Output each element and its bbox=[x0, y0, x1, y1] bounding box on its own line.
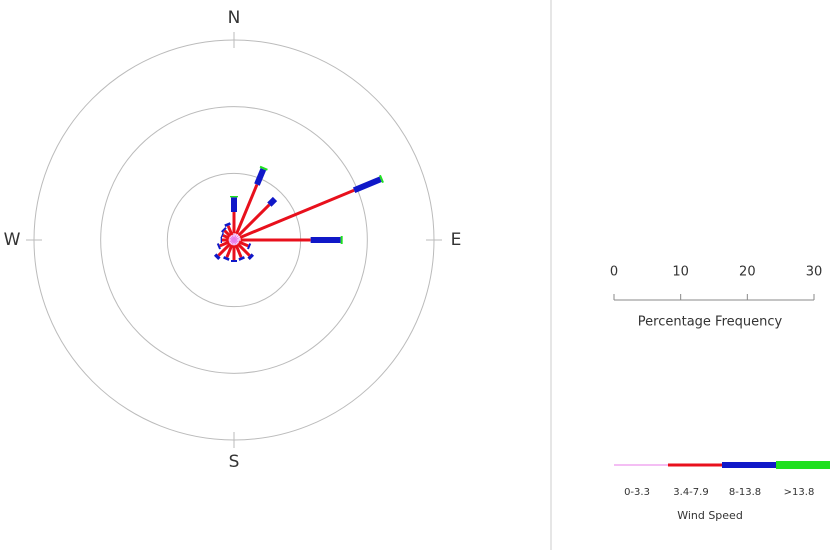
wind-segment bbox=[217, 242, 232, 257]
wind-segment bbox=[223, 256, 230, 261]
wind-segment bbox=[226, 225, 234, 236]
wind-segment bbox=[239, 188, 355, 239]
legend-swatch bbox=[776, 461, 830, 469]
wind-segment bbox=[267, 196, 278, 207]
wind-segment bbox=[247, 253, 255, 261]
grid-ring bbox=[100, 106, 368, 374]
wind-segment bbox=[237, 203, 271, 237]
scale-tick-label: 0 bbox=[610, 265, 618, 280]
wind-segment bbox=[213, 253, 221, 261]
wind-segment bbox=[236, 242, 251, 257]
scale-tick-label: 10 bbox=[672, 265, 689, 280]
wind-segment bbox=[235, 183, 259, 235]
wind-segment bbox=[238, 256, 245, 261]
wind-segment bbox=[223, 229, 232, 238]
wind-segment bbox=[216, 243, 221, 250]
scale-tick-label: 30 bbox=[806, 265, 823, 280]
direction-label: E bbox=[451, 230, 462, 250]
direction-label: W bbox=[4, 230, 21, 250]
wind-segment bbox=[254, 168, 267, 186]
legend-title: Wind Speed bbox=[677, 509, 743, 522]
scale-tick-label: 20 bbox=[739, 265, 756, 280]
legend-swatch bbox=[668, 463, 722, 467]
legend-label: 8-13.8 bbox=[729, 487, 761, 498]
wind-segment bbox=[225, 244, 234, 258]
legend-swatch bbox=[722, 462, 776, 468]
wind-segment bbox=[247, 243, 252, 250]
wind-segment bbox=[231, 234, 235, 241]
direction-label: N bbox=[228, 8, 241, 28]
wind-segment bbox=[219, 240, 230, 248]
legend-label: 0-3.3 bbox=[624, 487, 650, 498]
scale-label: Percentage Frequency bbox=[638, 315, 783, 330]
wind-segment bbox=[234, 244, 243, 258]
wind-segment bbox=[238, 240, 249, 248]
wind-segment bbox=[222, 234, 230, 240]
wind-segment bbox=[220, 232, 225, 239]
legend-label: 3.4-7.9 bbox=[673, 487, 708, 498]
wind-segment bbox=[259, 165, 268, 171]
wind-segment bbox=[224, 222, 231, 227]
legend-label: >13.8 bbox=[784, 487, 815, 498]
direction-label: S bbox=[229, 452, 240, 472]
wind-segment bbox=[352, 176, 382, 194]
wind-segment bbox=[379, 174, 384, 183]
wind-segment bbox=[221, 227, 227, 233]
legend-swatch bbox=[614, 464, 668, 466]
